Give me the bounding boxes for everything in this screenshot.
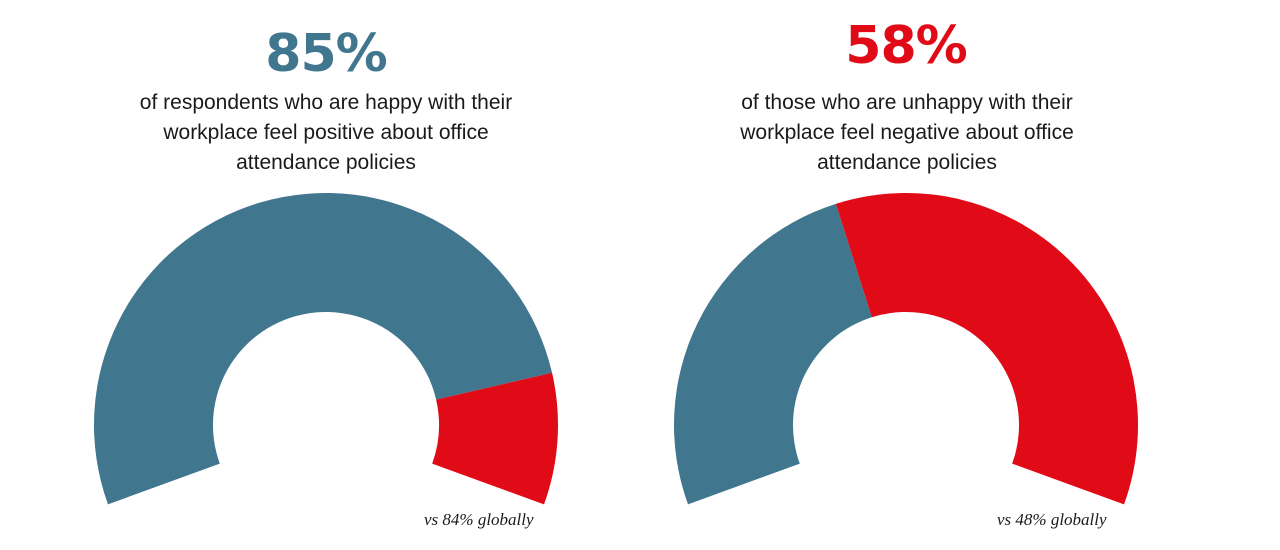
global-comparison-note: vs 48% globally — [997, 510, 1107, 529]
gauge-slice-positive — [93, 192, 553, 505]
semi-donut-chart — [674, 193, 1138, 505]
global-comparison-note: vs 84% globally — [424, 510, 534, 529]
gauge-slice-other — [674, 203, 872, 505]
stat-description: of respondents who are happy with their … — [139, 91, 513, 174]
headline-stat: 58% — [845, 16, 967, 76]
stat-description: of those who are unhappy with their work… — [740, 91, 1074, 174]
semi-donut-chart — [93, 192, 558, 505]
headline-stat: 85% — [265, 24, 387, 84]
gauge-slice-other — [432, 372, 558, 505]
right-chart-panel: 58% of those who are unhappy with their … — [640, 0, 1280, 550]
gauge-slice-negative — [835, 193, 1138, 505]
left-chart-panel: 85% of respondents who are happy with th… — [93, 24, 558, 529]
